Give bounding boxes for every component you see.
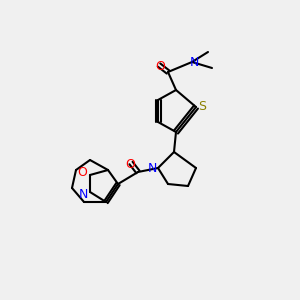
Text: S: S: [198, 100, 206, 113]
Text: O: O: [125, 158, 135, 170]
Text: O: O: [155, 61, 165, 74]
Text: N: N: [78, 188, 88, 200]
Text: N: N: [189, 56, 199, 68]
Text: N: N: [147, 161, 157, 175]
Text: O: O: [77, 167, 87, 179]
